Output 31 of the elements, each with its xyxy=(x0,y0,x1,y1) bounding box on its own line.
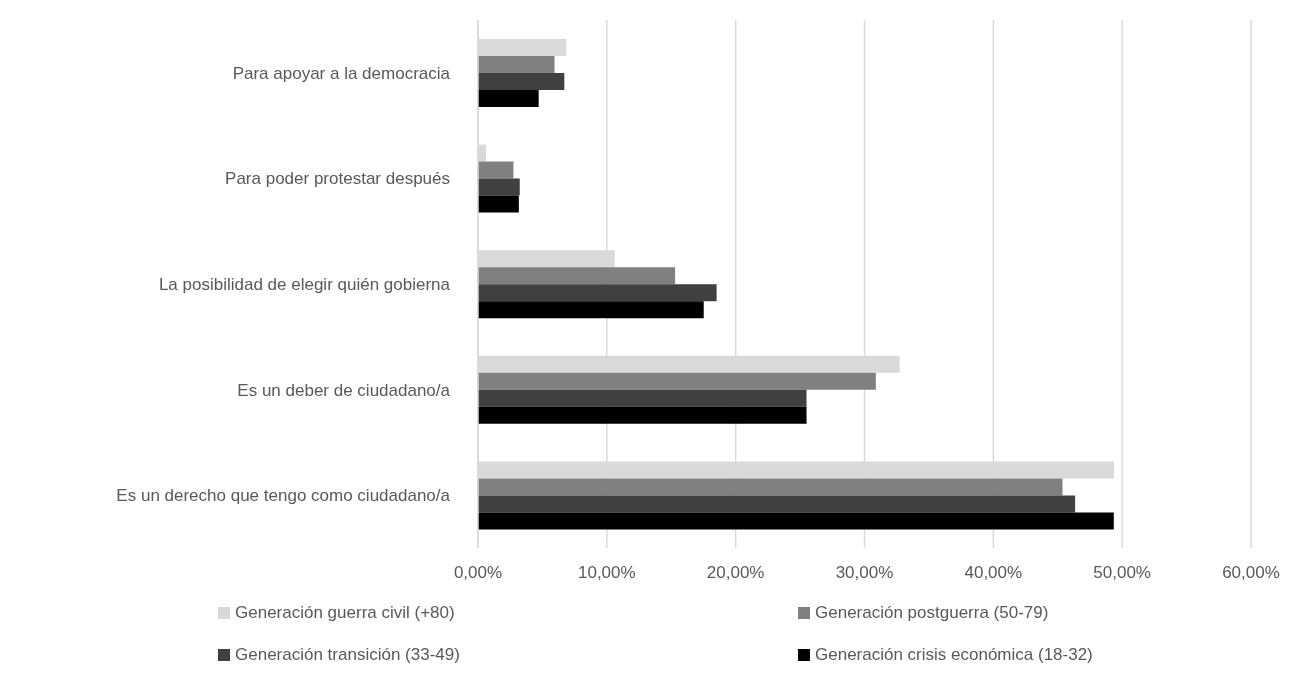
x-tick-label: 50,00% xyxy=(1093,563,1151,583)
y-tick-label: Es un derecho que tengo como ciudadano/a xyxy=(116,486,451,506)
x-tick-label: 0,00% xyxy=(453,563,503,583)
legend-label: Generación crisis económica (18-32) xyxy=(815,645,1093,665)
bar xyxy=(478,301,704,319)
bar xyxy=(478,267,676,285)
bar xyxy=(478,284,717,302)
bar xyxy=(478,478,1063,496)
bar xyxy=(478,406,807,424)
legend-label: Generación transición (33-49) xyxy=(235,645,460,665)
x-tick-label: 20,00% xyxy=(706,563,765,583)
y-tick-label: Es un deber de ciudadano/a xyxy=(237,380,451,400)
y-tick-label: La posibilidad de elegir quién gobierna xyxy=(158,275,451,295)
bar xyxy=(478,195,519,213)
bar xyxy=(478,161,514,179)
y-tick-label: Para poder protestar después xyxy=(225,169,450,189)
legend-label: Generación guerra civil (+80) xyxy=(235,603,455,623)
bar xyxy=(478,372,876,390)
bar xyxy=(478,56,555,74)
x-tick-label: 60,00% xyxy=(1222,563,1280,583)
bar xyxy=(478,512,1114,530)
bar xyxy=(478,495,1076,513)
bar xyxy=(478,90,539,108)
legend-label: Generación postguerra (50-79) xyxy=(815,603,1049,623)
bar xyxy=(478,73,565,91)
x-tick-label: 40,00% xyxy=(964,563,1023,583)
bar xyxy=(478,389,807,407)
y-tick-label: Para apoyar a la democracia xyxy=(232,63,451,83)
x-tick-label: 10,00% xyxy=(578,563,636,583)
bar xyxy=(478,178,520,196)
x-tick-label: 30,00% xyxy=(835,563,894,583)
